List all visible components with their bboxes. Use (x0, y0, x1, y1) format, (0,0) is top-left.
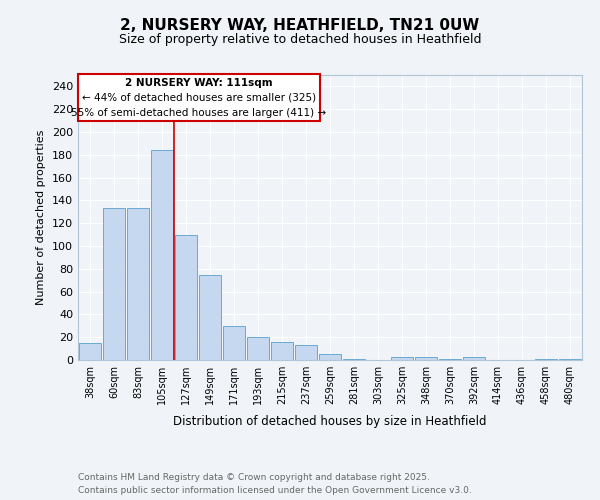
X-axis label: Distribution of detached houses by size in Heathfield: Distribution of detached houses by size … (173, 416, 487, 428)
Y-axis label: Number of detached properties: Number of detached properties (37, 130, 46, 305)
Bar (463, 356, 485, 360)
FancyBboxPatch shape (78, 74, 320, 120)
Bar (439, 359, 461, 360)
Bar (271, 342, 293, 360)
Bar (559, 359, 581, 360)
Bar (151, 150, 173, 360)
Text: Contains public sector information licensed under the Open Government Licence v3: Contains public sector information licen… (78, 486, 472, 495)
Text: Size of property relative to detached houses in Heathfield: Size of property relative to detached ho… (119, 32, 481, 46)
Bar (175, 234, 197, 360)
Bar (415, 356, 437, 360)
Text: ← 44% of detached houses are smaller (325): ← 44% of detached houses are smaller (32… (82, 92, 316, 102)
Bar (127, 208, 149, 360)
Text: 2, NURSERY WAY, HEATHFIELD, TN21 0UW: 2, NURSERY WAY, HEATHFIELD, TN21 0UW (121, 18, 479, 32)
Bar (319, 354, 341, 360)
Bar (343, 359, 365, 360)
Text: 2 NURSERY WAY: 111sqm: 2 NURSERY WAY: 111sqm (125, 78, 273, 88)
Bar (199, 274, 221, 360)
Bar (223, 326, 245, 360)
Text: 55% of semi-detached houses are larger (411) →: 55% of semi-detached houses are larger (… (71, 108, 326, 118)
Bar (535, 359, 557, 360)
Bar (391, 356, 413, 360)
Text: Contains HM Land Registry data © Crown copyright and database right 2025.: Contains HM Land Registry data © Crown c… (78, 472, 430, 482)
Bar (247, 337, 269, 360)
Bar (103, 208, 125, 360)
Bar (79, 343, 101, 360)
Bar (295, 345, 317, 360)
